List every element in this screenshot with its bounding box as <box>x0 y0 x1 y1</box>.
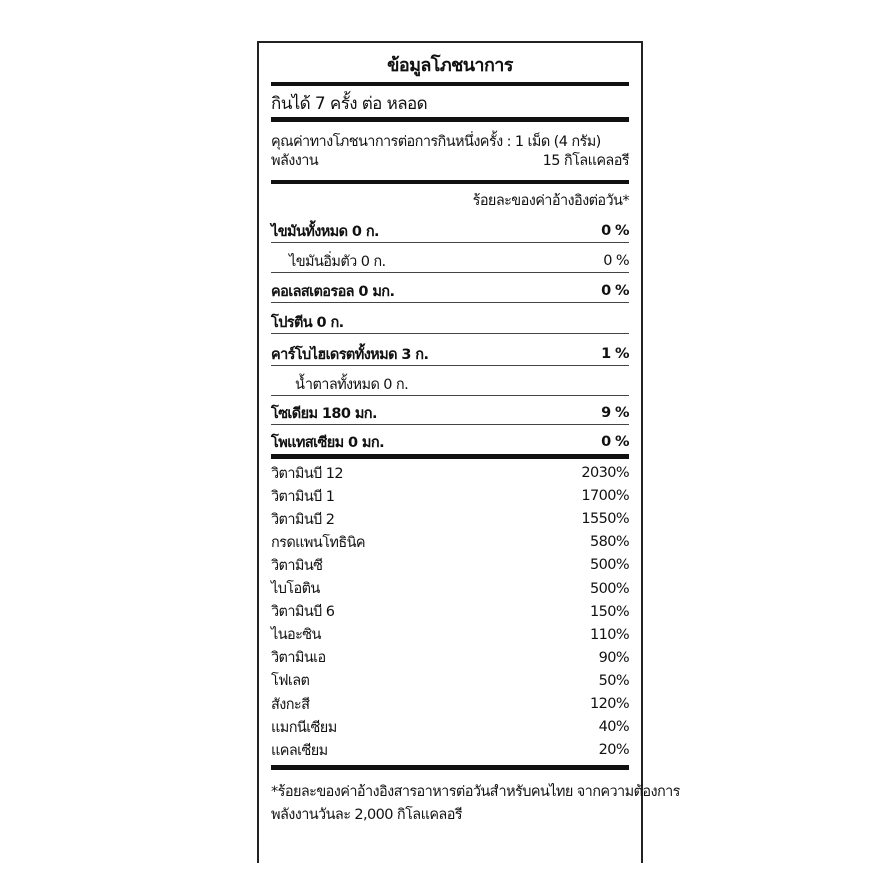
divider <box>271 302 629 303</box>
vitamin-row: สังกะสี 120% <box>271 693 630 715</box>
energy-value: 15 กิโลแคลอรี <box>542 152 630 169</box>
nutrient-label: น้ำตาลทั้งหมด 0 ก. <box>295 376 409 393</box>
nutrient-label: โปรตีน 0 ก. <box>271 314 344 331</box>
vitamin-dv: 150% <box>589 603 630 620</box>
label-title: ข้อมูลโภชนาการ <box>387 54 513 76</box>
vitamin-row: โฟเลต 50% <box>271 670 630 692</box>
vitamin-label: โฟเลต <box>271 673 310 690</box>
vitamin-row: กรดแพนโทธินิค 580% <box>271 531 630 553</box>
nutrient-row: โพแทสเซียม 0 มก. 0 % <box>271 431 630 453</box>
vitamin-label: กรดแพนโทธินิค <box>271 534 366 551</box>
energy-label: พลังงาน <box>271 152 319 169</box>
footnote-line-1: *ร้อยละของค่าอ้างอิงสารอาหารต่อวันสำหรับ… <box>271 783 680 800</box>
vitamin-label: วิตามินบี 1 <box>271 488 335 505</box>
vitamin-label: แคลเซียม <box>271 742 328 759</box>
divider <box>271 82 629 86</box>
divider <box>271 765 629 770</box>
vitamin-label: วิตามินบี 6 <box>271 604 335 621</box>
nutrient-row: คาร์โบไฮเดรตทั้งหมด 3 ก. 1 % <box>271 343 630 365</box>
nutrient-label: ไขมันทั้งหมด 0 ก. <box>271 223 380 240</box>
vitamin-row: วิตามินซี 500% <box>271 554 630 576</box>
vitamin-label: สังกะสี <box>271 696 310 713</box>
vitamin-row: ไบโอติน 500% <box>271 578 630 600</box>
nutrient-row: ไขมันอิ่มตัว 0 ก. 0 % <box>271 250 630 272</box>
vitamin-row: วิตามินบี 12 2030% <box>271 462 630 484</box>
vitamin-dv: 50% <box>598 672 630 689</box>
nutrient-row: น้ำตาลทั้งหมด 0 ก. <box>271 373 629 395</box>
divider <box>271 180 629 184</box>
vitamin-label: วิตามินซี <box>271 557 323 574</box>
vitamin-label: แมกนีเซียม <box>271 719 337 736</box>
divider <box>271 395 629 396</box>
serving-size: คุณค่าทางโภชนาการต่อการกินหนึ่งครั้ง : 1… <box>271 133 601 150</box>
vitamin-dv: 1550% <box>581 511 629 528</box>
footnote-line-2: พลังงานวันละ 2,000 กิโลแคลอรี <box>271 806 463 823</box>
nutrient-dv: 0 % <box>601 283 629 299</box>
nutrient-row: คอเลสเตอรอล 0 มก. 0 % <box>271 280 630 302</box>
nutrient-row: ไขมันทั้งหมด 0 ก. 0 % <box>271 220 630 242</box>
nutrient-row: โซเดียม 180 มก. 9 % <box>271 402 630 424</box>
vitamin-row: วิตามินบี 2 1550% <box>271 508 630 530</box>
nutrient-dv: 0 % <box>601 223 629 239</box>
nutrient-row: โปรตีน 0 ก. <box>271 311 629 333</box>
vitamin-row: ไนอะซิน 110% <box>271 624 630 646</box>
nutrient-dv: 0 % <box>603 253 629 269</box>
vitamin-dv: 110% <box>589 626 630 643</box>
divider <box>271 454 629 459</box>
vitamin-label: ไบโอติน <box>271 581 320 597</box>
vitamin-dv: 580% <box>589 534 630 551</box>
vitamin-row: วิตามินบี 6 150% <box>271 601 630 623</box>
vitamin-row: วิตามินบี 1 1700% <box>271 485 630 507</box>
vitamin-label: วิตามินบี 12 <box>271 465 344 482</box>
vitamin-dv: 1700% <box>581 488 629 505</box>
vitamin-dv: 40% <box>598 719 630 736</box>
nutrient-label: คอเลสเตอรอล 0 มก. <box>271 283 395 300</box>
nutrient-label: คาร์โบไฮเดรตทั้งหมด 3 ก. <box>271 346 429 363</box>
nutrient-label: โพแทสเซียม 0 มก. <box>271 434 385 451</box>
nutrient-label: โซเดียม 180 มก. <box>271 405 377 422</box>
vitamin-dv: 120% <box>589 696 630 712</box>
vitamin-label: วิตามินเอ <box>271 650 326 667</box>
vitamin-dv: 90% <box>598 649 630 666</box>
vitamin-dv: 2030% <box>581 465 629 481</box>
nutrient-dv: 0 % <box>601 434 629 450</box>
energy-row: พลังงาน 15 กิโลแคลอรี <box>271 150 630 170</box>
divider <box>271 424 629 425</box>
servings-per-container: กินได้ 7 ครั้ง ต่อ หลอด <box>271 93 428 114</box>
divider <box>271 333 629 334</box>
nutrient-dv: 1 % <box>601 346 629 362</box>
divider <box>271 272 629 273</box>
nutrition-label: ข้อมูลโภชนาการ กินได้ 7 ครั้ง ต่อ หลอด ค… <box>257 41 680 863</box>
vitamin-row: วิตามินเอ 90% <box>271 647 630 669</box>
divider <box>271 365 629 366</box>
divider <box>271 117 629 122</box>
vitamin-dv: 20% <box>598 742 630 759</box>
vitamin-label: ไนอะซิน <box>271 627 321 644</box>
dv-header: ร้อยละของค่าอ้างอิงต่อวัน* <box>472 192 630 209</box>
vitamin-dv: 500% <box>589 557 630 574</box>
nutrient-label: ไขมันอิ่มตัว 0 ก. <box>289 253 386 270</box>
vitamin-dv: 500% <box>589 580 630 597</box>
divider <box>271 242 629 243</box>
vitamin-label: วิตามินบี 2 <box>271 511 335 528</box>
vitamin-row: แมกนีเซียม 40% <box>271 716 630 738</box>
vitamin-row: แคลเซียม 20% <box>271 739 630 761</box>
nutrient-dv: 9 % <box>601 405 629 421</box>
